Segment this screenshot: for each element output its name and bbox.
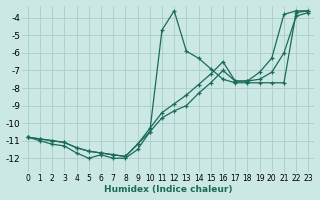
- X-axis label: Humidex (Indice chaleur): Humidex (Indice chaleur): [104, 185, 232, 194]
